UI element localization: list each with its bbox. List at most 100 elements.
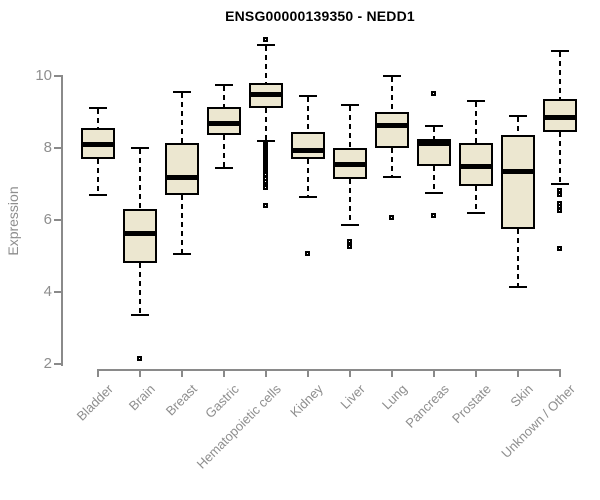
boxplot-median [461,164,491,169]
boxplot-whisker-cap-upper [89,107,107,110]
outlier-point [347,244,352,249]
boxplot-whisker-cap-lower [341,224,359,227]
outlier-point [305,251,310,257]
y-tick-label: 2 [43,355,52,372]
x-tick [349,371,351,377]
y-tick-label: 6 [43,211,52,228]
boxplot-whisker-cap-upper [341,103,359,106]
boxplot-whisker-lower [559,131,561,183]
boxplot-whisker-upper [307,96,309,132]
x-axis-line [97,369,561,371]
boxplot-box [123,209,157,264]
boxplot-box [165,142,199,195]
outlier-point [557,191,562,197]
chart-title: ENSG00000139350 - NEDD1 [225,8,415,24]
boxplot-median [293,147,323,153]
boxplot-whisker-cap-upper [551,49,569,52]
boxplot-median [335,162,365,168]
x-tick [433,371,435,377]
x-tick [475,371,477,377]
boxplot-whisker-cap-lower [425,192,443,194]
boxplot-whisker-lower [265,108,267,140]
boxplot-whisker-cap-lower [215,166,233,169]
outlier-point [263,184,268,190]
boxplot-whisker-cap-lower [383,175,401,178]
outlier-point [389,215,394,221]
y-tick [54,219,62,221]
boxplot-whisker-lower [307,158,309,196]
boxplot-box [375,112,409,148]
x-tick [307,371,309,377]
boxplot-median [209,120,239,126]
outlier-point [557,208,562,213]
boxplot-whisker-cap-lower [89,193,107,196]
outlier-point [263,37,268,42]
boxplot-whisker-cap-lower [467,211,485,214]
boxplot-whisker-upper [223,86,225,107]
boxplot-whisker-lower [349,178,351,225]
boxplot-whisker-lower [181,194,183,254]
outlier-point [557,245,562,251]
boxplot-whisker-lower [391,148,393,176]
boxplot-whisker-upper [265,46,267,84]
y-tick-label: 8 [43,139,52,156]
x-tick [223,371,225,377]
y-tick [54,363,62,365]
outlier-point [263,202,268,208]
boxplot-whisker-cap-upper [299,94,317,97]
boxplot-box [501,135,535,229]
boxplot-whisker-lower [97,158,99,194]
boxplot-whisker-cap-upper [257,44,275,47]
boxplot-whisker-cap-upper [425,125,443,128]
boxplot-median [83,142,113,148]
boxplot-median [167,174,197,180]
x-tick [97,371,99,377]
outlier-point [137,355,142,361]
boxplot-whisker-cap-upper [467,100,485,103]
boxplot-whisker-lower [475,185,477,212]
x-tick [391,371,393,377]
x-tick [559,371,561,377]
boxplot-median [545,115,575,121]
boxplot-whisker-cap-lower [551,183,569,185]
y-tick-label: 10 [35,67,52,84]
boxplot-whisker-cap-upper [173,91,191,94]
outlier-point [347,238,352,244]
boxplot-median [251,92,281,97]
boxplot-whisker-upper [349,105,351,148]
x-tick [139,371,141,377]
x-tick [517,371,519,377]
y-tick [54,75,62,77]
x-tick [181,371,183,377]
boxplot-whisker-cap-lower [131,314,149,317]
boxplot-whisker-upper [391,77,393,112]
boxplot-whisker-lower [517,229,519,286]
boxplot-whisker-upper [559,51,561,100]
boxplot-whisker-cap-lower [257,139,275,142]
boxplot-whisker-lower [223,135,225,167]
boxplot-median [419,140,449,146]
boxplot-whisker-cap-upper [383,75,401,77]
boxplot-whisker-upper [139,149,141,210]
x-tick [265,371,267,377]
y-tick [54,291,62,293]
boxplot-whisker-upper [517,116,519,136]
boxplot-whisker-cap-upper [509,114,527,117]
boxplot-whisker-cap-lower [299,195,317,198]
boxplot-whisker-lower [433,166,435,192]
outlier-point [431,91,436,96]
boxplot-whisker-cap-upper [131,147,149,149]
boxplot-median [125,230,155,236]
boxplot-whisker-upper [475,102,477,143]
y-axis-line [61,75,63,366]
boxplot-whisker-cap-lower [173,253,191,256]
boxplot-whisker-cap-upper [215,84,233,86]
boxplot-box [291,131,325,159]
boxplot-whisker-upper [181,93,183,143]
outlier-point [431,213,436,219]
y-tick-label: 4 [43,283,52,300]
boxplot-median [503,169,533,175]
boxplot-whisker-upper [97,109,99,129]
